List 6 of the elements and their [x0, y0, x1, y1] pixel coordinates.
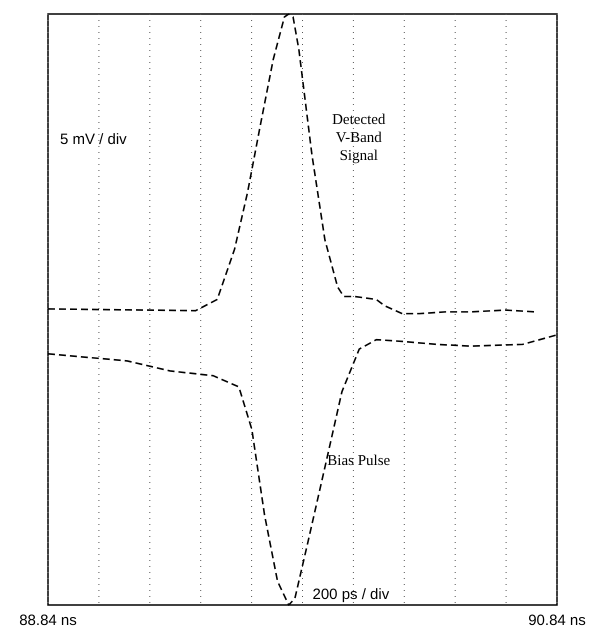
annotation: 5 mV / div	[60, 131, 128, 148]
series-label: Bias Pulse	[327, 453, 391, 469]
annotation: 200 ps / div	[312, 586, 390, 603]
series-label: Detected V-Band Signal	[332, 112, 386, 164]
x-tick-label: 90.84 ns	[528, 612, 586, 629]
x-tick-label: 88.84 ns	[19, 612, 77, 629]
